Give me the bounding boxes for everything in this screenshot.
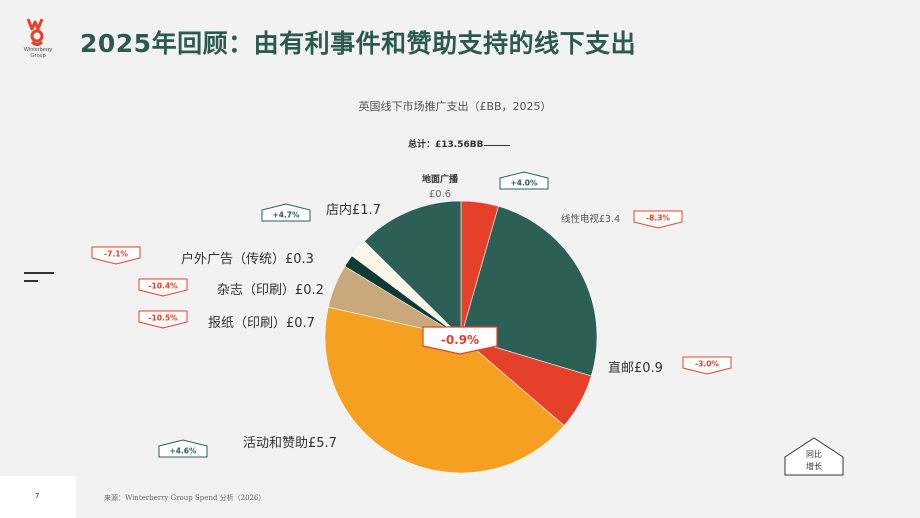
change-badge-4: -10.5% <box>138 310 188 329</box>
page-title: 2025年回顾：由有利事件和赞助支持的线下支出 <box>80 29 637 58</box>
pie-slice-3 <box>324 306 565 474</box>
change-badge-shape-1 <box>633 210 683 229</box>
change-badge-text-7: +4.7% <box>272 211 300 220</box>
chart-total: 总计：£13.56BB <box>408 140 484 150</box>
logo-wordmark: Winterberry Group <box>23 47 53 59</box>
slice-label-4: 报纸（印刷）£0.7 <box>208 316 315 331</box>
change-badge-5: -10.4% <box>138 278 188 297</box>
winterberry-logo: Winterberry Group <box>18 16 58 64</box>
center-change-badge: -0.9% <box>422 326 498 355</box>
page-number: 7 <box>35 492 40 500</box>
legend-tag-icon <box>784 437 844 476</box>
legend-label: 同比 增长 <box>806 450 822 471</box>
change-badge-text-1: -8.3% <box>646 214 670 223</box>
change-badge-text-6: -7.1% <box>104 250 128 259</box>
change-badge-text-2: -3.0% <box>695 360 719 369</box>
pie-slice-7 <box>363 200 462 338</box>
change-badge-shape-0 <box>499 171 549 190</box>
menu-lines-icon <box>24 272 54 288</box>
change-badge-1: -8.3% <box>633 210 683 229</box>
change-badge-text-4: -10.5% <box>148 314 178 323</box>
center-badge-text: -0.9% <box>441 333 479 347</box>
slice-label-7: 店内£1.7 <box>326 202 381 218</box>
yoy-legend: 同比 增长 <box>783 437 845 476</box>
slice-label-value-0: £0.6 <box>429 189 451 200</box>
change-badge-0: +4.0% <box>499 171 549 190</box>
slice-label-5: 杂志（印刷）£0.2 <box>217 283 324 298</box>
change-badge-shape-6 <box>91 246 141 265</box>
total-underline <box>484 145 510 146</box>
slice-label-1: 线性电视£3.4 <box>561 213 620 225</box>
slice-label-3: 活动和赞助£5.7 <box>243 436 337 451</box>
change-badge-3: +4.6% <box>158 439 208 458</box>
change-badge-7: +4.7% <box>261 203 311 222</box>
slice-label-2: 直邮£0.9 <box>608 361 663 376</box>
change-badge-text-5: -10.4% <box>148 282 178 291</box>
slice-label-name-0: 地面广播 <box>422 173 459 185</box>
chart-title: 英国线下市场推广支出（£BB，2025） <box>358 100 552 113</box>
footer-page-box <box>0 476 76 518</box>
change-badge-text-3: +4.6% <box>169 447 197 456</box>
change-badge-text-0: +4.0% <box>510 179 538 188</box>
change-badge-shape-4 <box>138 310 188 329</box>
change-badge-shape-5 <box>138 278 188 297</box>
center-badge-shape <box>422 326 498 355</box>
source-note: 来源：Winterberry Group Spend 分析（2026） <box>104 494 266 502</box>
slice-label-6: 户外广告（传统）£0.3 <box>181 251 314 267</box>
change-badge-6: -7.1% <box>91 246 141 265</box>
change-badge-shape-7 <box>261 203 311 222</box>
change-badge-shape-3 <box>158 439 208 458</box>
change-badge-2: -3.0% <box>682 356 732 375</box>
logo-mark-icon <box>27 18 44 46</box>
change-badge-shape-2 <box>682 356 732 375</box>
